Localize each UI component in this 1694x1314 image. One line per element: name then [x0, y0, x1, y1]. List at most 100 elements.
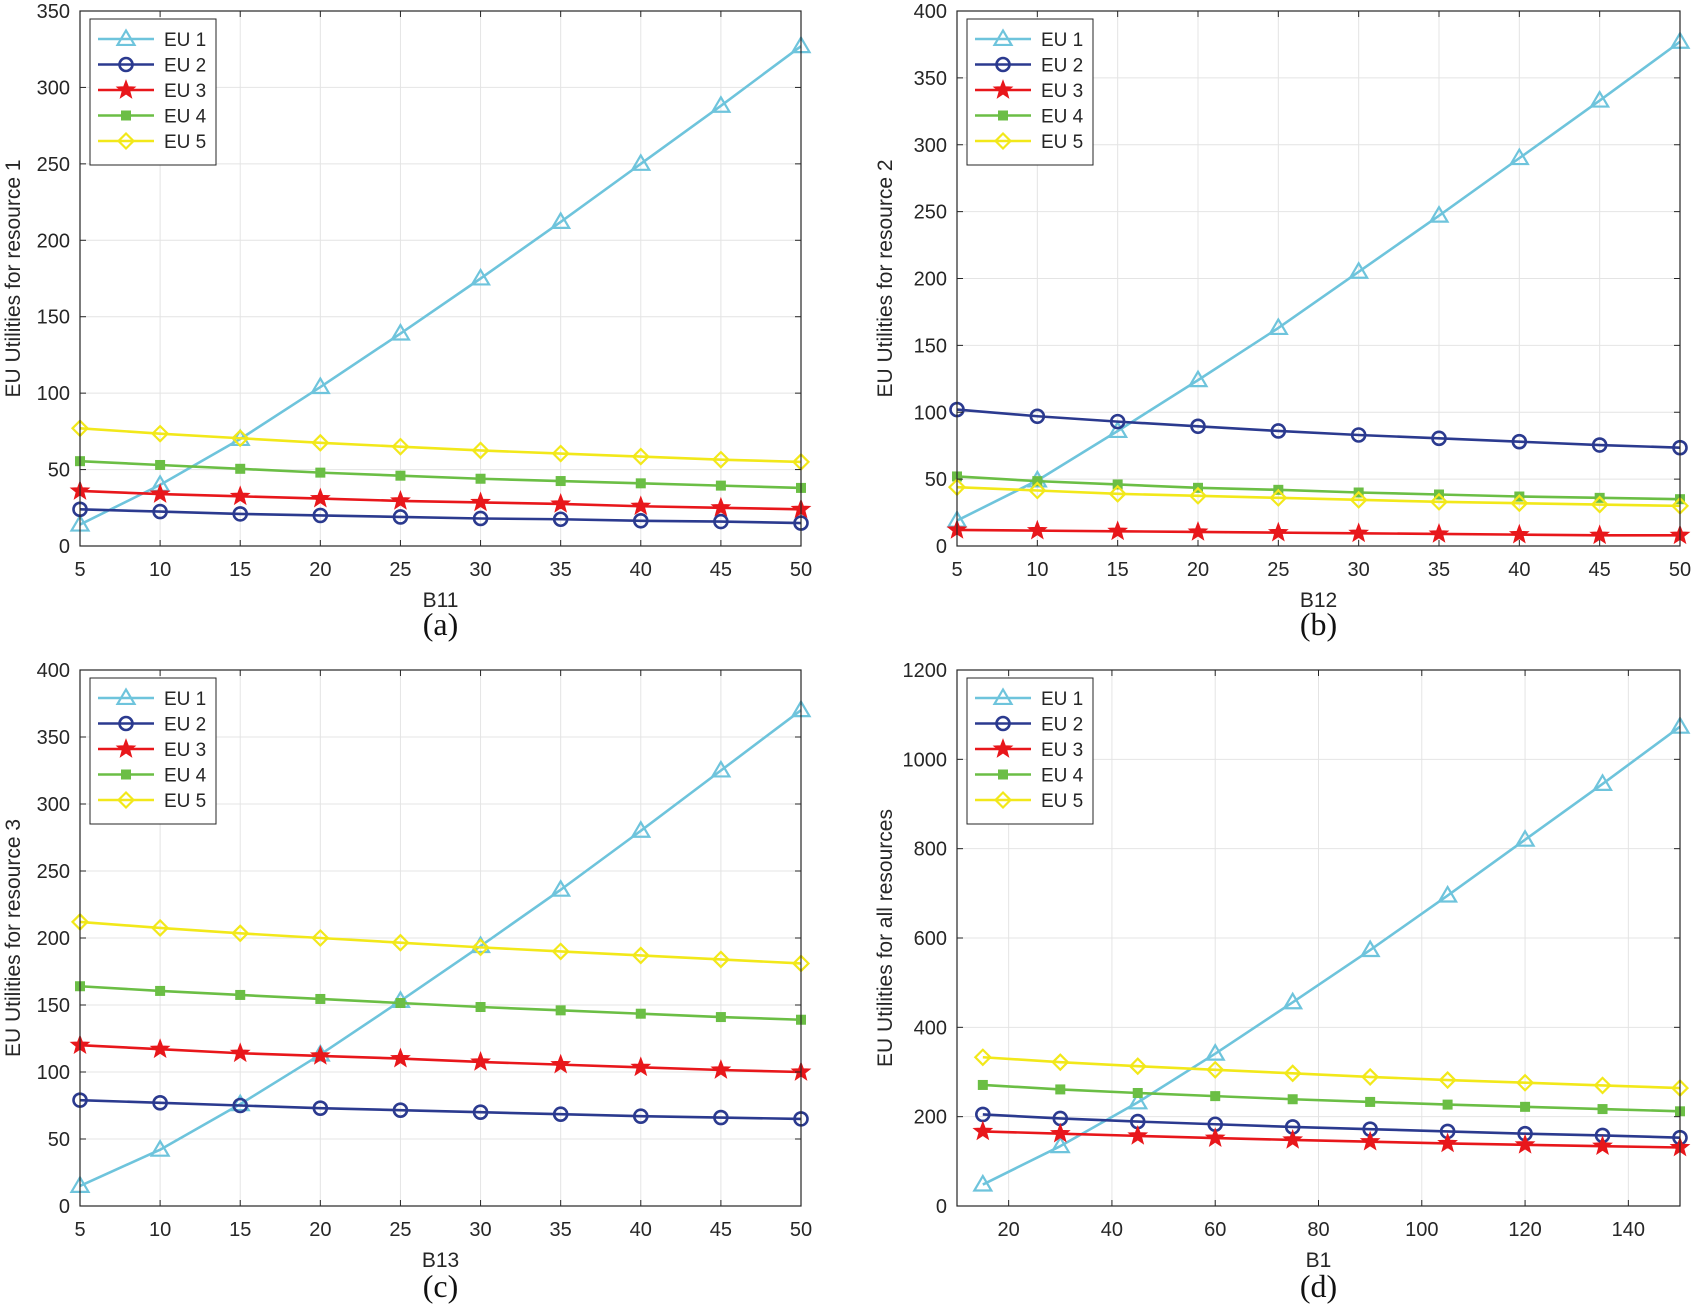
data-point [312, 1100, 329, 1116]
series-line-eu5 [982, 1055, 1681, 1090]
data-point [471, 938, 490, 957]
y-tick-label: 1000 [903, 749, 948, 771]
data-point [1429, 492, 1449, 511]
x-tick-label: 45 [1589, 559, 1611, 581]
x-tick-label: 15 [1107, 559, 1129, 581]
data-point [392, 1102, 409, 1118]
legend-label: EU 5 [1041, 132, 1083, 153]
data-point [1187, 369, 1209, 388]
legend-label: EU 2 [164, 715, 206, 736]
data-point [972, 1120, 994, 1141]
legend-marker [115, 738, 137, 758]
data-point [475, 473, 486, 484]
data-point [1514, 1133, 1536, 1154]
series-group [69, 35, 812, 532]
data-point [1591, 437, 1608, 453]
data-point [715, 480, 726, 491]
data-point [1127, 1091, 1149, 1110]
panel-caption: (b) [1300, 606, 1337, 642]
y-tick-label: 250 [37, 861, 70, 883]
data-point [155, 985, 166, 996]
y-tick-label: 1200 [903, 660, 948, 682]
legend-label: EU 2 [1041, 56, 1083, 77]
y-axis-label: EU Utilities for resource 1 [2, 159, 25, 397]
data-point [152, 1095, 168, 1111]
data-point [1188, 486, 1208, 505]
series-group [69, 699, 812, 1193]
data-point [395, 997, 406, 1008]
data-point [1597, 1104, 1608, 1115]
data-point [1132, 1087, 1143, 1098]
data-point [1365, 1096, 1376, 1107]
x-tick-label: 10 [149, 559, 171, 581]
legend-label: EU 1 [164, 30, 206, 51]
legend-label: EU 4 [1041, 107, 1084, 128]
x-tick-label: 25 [389, 1219, 411, 1241]
x-tick-label: 100 [1405, 1219, 1438, 1241]
data-point [635, 1008, 646, 1019]
x-tick-label: 5 [74, 559, 85, 581]
data-point [395, 470, 406, 481]
legend-marker [121, 110, 131, 121]
ticks: 5 10 15 20 25 30 35 40 45 50 0 50 100 150 200 250 300 350 [37, 1, 813, 581]
data-point [555, 1005, 566, 1016]
y-tick-label: 200 [37, 230, 70, 252]
data-point [1438, 1070, 1457, 1090]
x-tick-label: 30 [1348, 559, 1370, 581]
series-line-eu2 [982, 1113, 1681, 1139]
data-point [472, 510, 489, 527]
legend-label: EU 5 [164, 132, 206, 153]
x-axis-label: B11 [423, 589, 459, 612]
x-tick-label: 60 [1204, 1219, 1226, 1241]
data-point [1127, 1124, 1149, 1145]
data-point [391, 437, 410, 456]
series-line-eu4 [956, 475, 1681, 501]
y-axis-label: EU Utilities for resource 2 [874, 159, 897, 397]
data-point [1508, 147, 1530, 166]
data-point [390, 322, 411, 341]
data-point [631, 946, 650, 965]
legend: EU 1 EU 2 EU 3 EU 4 EU 5 [89, 677, 217, 825]
legend-marker [118, 56, 134, 73]
data-point [552, 1106, 569, 1123]
data-point [631, 447, 650, 466]
data-point [1026, 519, 1048, 540]
data-point [1270, 423, 1287, 439]
data-point [1442, 1099, 1453, 1110]
data-point [1431, 430, 1447, 447]
x-tick-label: 15 [229, 559, 251, 581]
data-point [149, 483, 171, 503]
data-point [235, 989, 246, 1000]
data-point [315, 993, 326, 1004]
data-point [1508, 523, 1530, 544]
data-point [1107, 420, 1129, 439]
series-line-eu1 [956, 40, 1681, 522]
y-tick-label: 0 [936, 536, 947, 558]
data-point [555, 476, 566, 487]
x-tick-label: 140 [1612, 1219, 1645, 1241]
x-tick-label: 50 [790, 1219, 812, 1241]
data-point [711, 950, 730, 969]
data-point [1206, 1060, 1225, 1079]
legend-marker [998, 769, 1008, 780]
data-point [1511, 433, 1528, 450]
data-point [1283, 1064, 1302, 1083]
y-tick-label: 0 [936, 1196, 947, 1218]
series-line-eu2 [79, 508, 802, 525]
legend-label: EU 2 [1041, 715, 1083, 736]
data-point [551, 444, 570, 463]
data-point [710, 95, 732, 113]
x-tick-label: 45 [710, 559, 732, 581]
data-point [1516, 1073, 1535, 1092]
series-line-eu2 [956, 408, 1681, 449]
series-line-eu5 [956, 485, 1681, 508]
y-tick-label: 600 [914, 928, 947, 950]
data-point [1350, 427, 1367, 443]
data-point [711, 450, 730, 469]
legend-label: EU 5 [164, 791, 206, 812]
data-point [1282, 991, 1304, 1010]
series-line-eu3 [79, 489, 802, 511]
y-tick-label: 100 [37, 383, 70, 405]
data-point [713, 1109, 729, 1126]
legend-marker [992, 687, 1014, 706]
